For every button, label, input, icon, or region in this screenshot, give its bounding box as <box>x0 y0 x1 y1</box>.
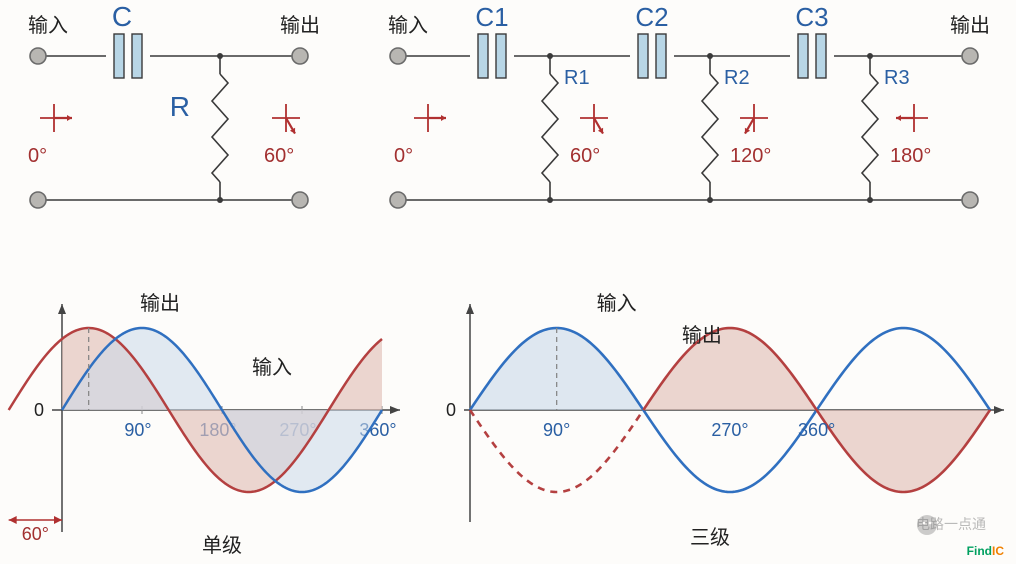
terminal <box>30 192 46 208</box>
phase-out: 60° <box>264 145 294 167</box>
capacitor-plate <box>496 34 506 78</box>
input-label: 输入 <box>388 14 428 37</box>
resistor <box>212 74 228 182</box>
capacitor-plate <box>656 34 666 78</box>
tick: 270° <box>711 420 748 440</box>
input-label: 输入 <box>28 14 68 37</box>
res-label: R2 <box>724 67 750 89</box>
output-label: 输出 <box>140 292 180 315</box>
resistor <box>542 74 558 182</box>
watermark: 电路一点通 <box>916 514 986 534</box>
capacitor-plate <box>798 34 808 78</box>
tick: 90° <box>124 420 151 440</box>
cap-label: C <box>112 1 132 32</box>
res-label: R <box>170 91 190 122</box>
tick: 90° <box>543 420 570 440</box>
capacitor-plate <box>132 34 142 78</box>
cap-label: C2 <box>635 2 668 32</box>
resistor <box>702 74 718 182</box>
terminal <box>390 48 406 64</box>
phase-gap: 60° <box>22 524 49 544</box>
phase: 120° <box>730 145 771 167</box>
terminal <box>962 48 978 64</box>
phase: 60° <box>570 145 600 167</box>
zero: 0 <box>446 400 456 420</box>
terminal <box>962 192 978 208</box>
phase0: 0° <box>394 145 413 167</box>
caption: 三级 <box>690 526 730 549</box>
resistor <box>862 74 878 182</box>
tick: 360° <box>798 420 835 440</box>
capacitor-plate <box>114 34 124 78</box>
findic-logo: FindIC <box>967 544 1004 558</box>
zero: 0 <box>34 400 44 420</box>
res-label: R1 <box>564 67 590 89</box>
wechat-icon <box>916 514 938 536</box>
output-label: 输出 <box>682 324 722 347</box>
phase-in: 0° <box>28 145 47 167</box>
cap-label: C3 <box>795 2 828 32</box>
res-label: R3 <box>884 67 910 89</box>
capacitor-plate <box>816 34 826 78</box>
capacitor-plate <box>638 34 648 78</box>
input-label: 输入 <box>597 292 637 315</box>
input-label: 输入 <box>252 356 292 379</box>
output-label: 输出 <box>280 14 320 37</box>
terminal <box>30 48 46 64</box>
terminal <box>292 192 308 208</box>
cap-label: C1 <box>475 2 508 32</box>
caption: 单级 <box>202 534 242 557</box>
phase: 180° <box>890 145 931 167</box>
capacitor-plate <box>478 34 488 78</box>
terminal <box>292 48 308 64</box>
terminal <box>390 192 406 208</box>
output-label: 输出 <box>950 14 990 37</box>
